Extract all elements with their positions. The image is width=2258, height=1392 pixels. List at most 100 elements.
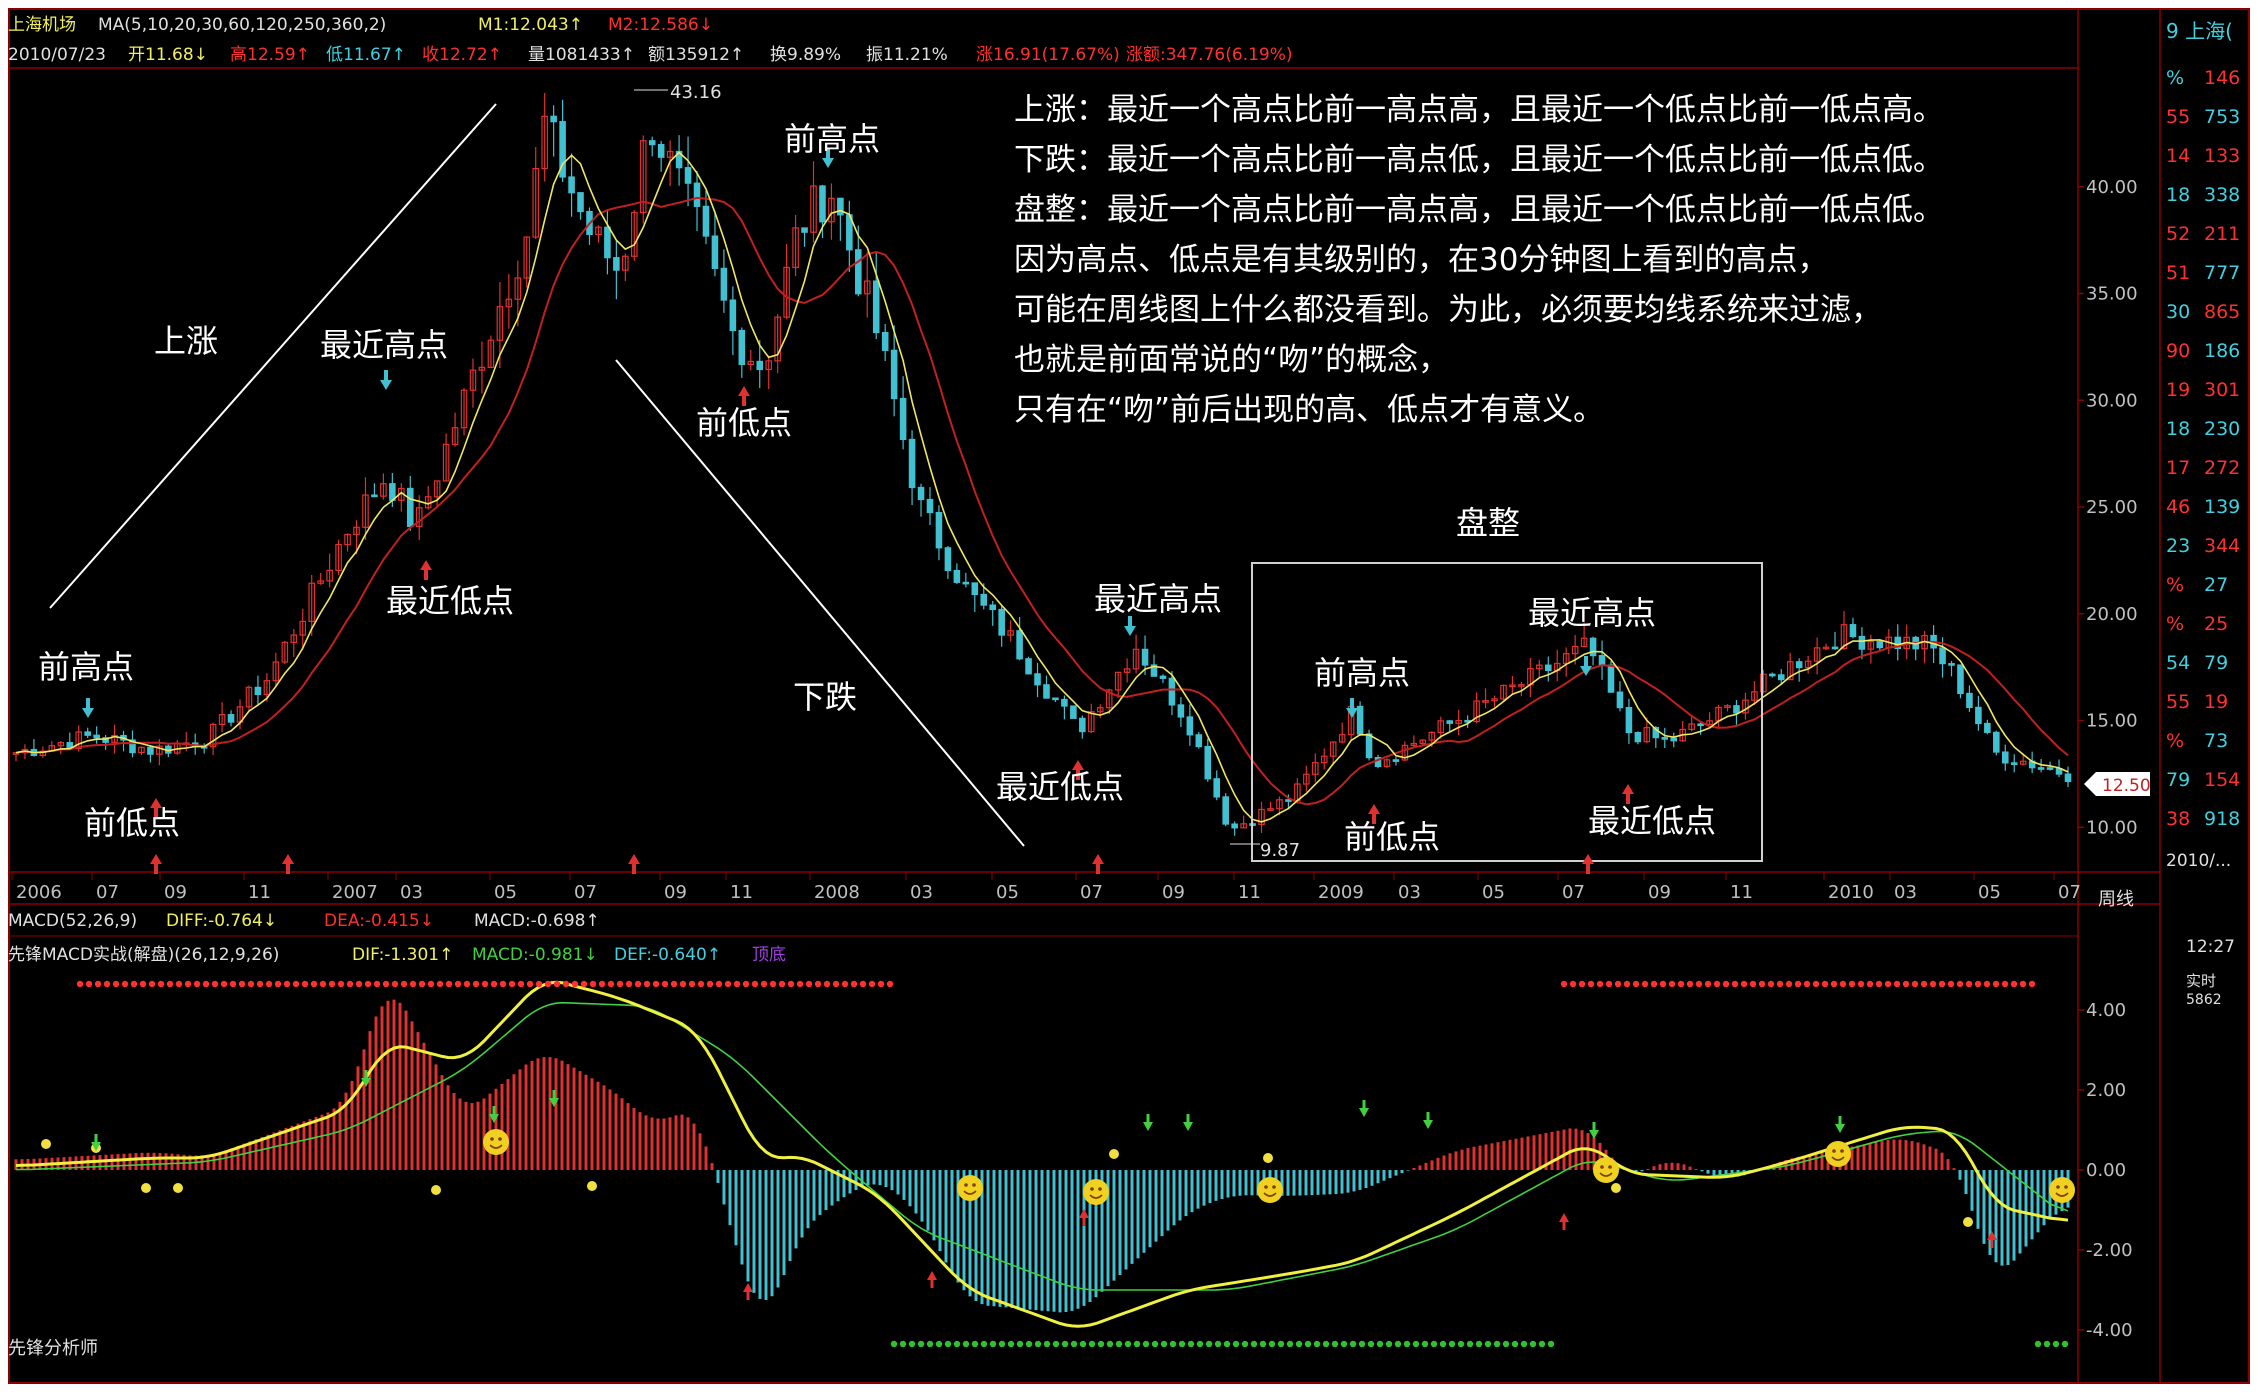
candle-up — [828, 197, 835, 223]
top-signal-dot — [661, 980, 669, 988]
candle-down — [1993, 731, 2000, 753]
candle-up — [1114, 671, 1122, 691]
candle-down — [1034, 673, 1041, 686]
candle-up — [1840, 624, 1848, 650]
candle-up — [1688, 723, 1695, 731]
candle-down — [837, 197, 844, 216]
candle-up — [1473, 700, 1480, 723]
candle-up — [1491, 698, 1498, 702]
macd-down-arrow — [1835, 1116, 1845, 1133]
bottom-signal-dot — [1196, 1340, 1204, 1348]
candle-up — [630, 212, 638, 257]
candle-up — [415, 507, 423, 527]
top-signal-dot — [130, 980, 138, 988]
ma-slow-line — [15, 196, 2069, 806]
bottom-signal-dot — [1016, 1340, 1024, 1348]
candle-up — [1329, 741, 1337, 757]
candle-down — [1858, 635, 1866, 650]
top-signal-dot — [715, 980, 723, 988]
right-panel-key: 23 — [2166, 535, 2190, 557]
top-signal-dot — [679, 980, 687, 988]
top-signal-dot — [508, 980, 516, 988]
candle-up — [326, 569, 333, 582]
right-panel-key: 52 — [2166, 223, 2190, 245]
macd-up-arrow — [1559, 1213, 1569, 1230]
top-signal-dot — [625, 980, 633, 988]
macd-diff: DIFF:-0.764↓ — [166, 911, 277, 931]
top-signal-dot — [517, 980, 525, 988]
yellow-signal-dot — [431, 1185, 441, 1195]
candle-up — [523, 236, 531, 279]
top-signal-dot — [1641, 980, 1649, 988]
right-panel-value: 25 — [2204, 613, 2228, 635]
top-signal-dot — [670, 980, 678, 988]
candle-down — [1392, 759, 1400, 762]
header-close: 收12.72↑ — [422, 45, 502, 65]
high-marker-label: 43.16 — [670, 82, 722, 103]
header-date: 2010/07/23 — [8, 45, 106, 65]
yellow-signal-dot — [587, 1181, 597, 1191]
candle-down — [1168, 677, 1176, 706]
time-tick-label: 2008 — [814, 882, 860, 903]
candle-up — [1786, 661, 1794, 681]
time-tick-label: 09 — [1162, 882, 1185, 903]
candle-down — [604, 226, 611, 259]
header-low: 低11.67↑ — [326, 45, 406, 65]
candle-up — [2019, 760, 2027, 765]
macd-down-arrow — [1183, 1114, 1193, 1131]
candle-up — [622, 255, 629, 271]
top-signal-dot — [1974, 980, 1982, 988]
right-panel-key: 79 — [2166, 769, 2190, 791]
top-signal-dot — [814, 980, 822, 988]
label-recent-high-2: 最近高点 — [1094, 580, 1222, 618]
candle-down — [1795, 661, 1803, 669]
macd-up-arrow — [1987, 1231, 1997, 1248]
right-panel-key: 38 — [2166, 808, 2190, 830]
candle-up — [863, 280, 871, 295]
candle-down — [1446, 720, 1453, 724]
top-signal-dot — [1929, 980, 1937, 988]
label-prev-high-3: 前高点 — [1314, 654, 1410, 692]
right-panel-value: 753 — [2204, 106, 2240, 128]
top-signal-dot — [868, 980, 876, 988]
top-signal-dot — [697, 980, 705, 988]
candle-down — [1150, 664, 1158, 677]
top-signal-dot — [1830, 980, 1838, 988]
candle-up — [451, 427, 459, 445]
candle-up — [209, 723, 217, 748]
macd-arrows — [91, 1070, 1997, 1300]
bottom-signal-dot — [1331, 1340, 1339, 1348]
bottom-signal-dot — [1223, 1340, 1231, 1348]
top-signal-dot — [1992, 980, 2000, 988]
macd-label: MACD(52,26,9) — [8, 911, 137, 931]
candle-up — [595, 226, 602, 236]
candle-down — [702, 205, 710, 237]
smiley-icon — [2049, 1177, 2075, 1203]
candle-up — [810, 185, 817, 233]
bottom-signal-dot — [971, 1340, 979, 1348]
candle-down — [1849, 624, 1857, 638]
bottom-signal-dot — [944, 1340, 952, 1348]
header: 上海机场 MA(5,10,20,30,60,120,250,360,2) M1:… — [8, 15, 1292, 65]
top-signal-dot — [76, 980, 84, 988]
candle-down — [989, 604, 997, 611]
period-label: 周线 — [2098, 889, 2134, 910]
candle-down — [1661, 737, 1669, 740]
candle-down — [1939, 647, 1946, 665]
top-signal-dot — [436, 980, 444, 988]
top-signal-dot — [787, 980, 795, 988]
candle-down — [801, 227, 808, 233]
time-tick-label: 07 — [2058, 882, 2081, 903]
top-signal-dot — [688, 980, 696, 988]
candle-down — [1141, 648, 1149, 666]
candle-up — [1482, 700, 1489, 703]
candle-down — [1544, 664, 1552, 672]
bottom-signal-dot — [2043, 1340, 2051, 1348]
top-signal-dot — [769, 980, 777, 988]
right-panel: 9 上海( % 146 55 753 14 133 18 338 52 211 51 777 30 865… — [2166, 19, 2240, 1008]
bottom-signal-dot — [1259, 1340, 1267, 1348]
label-fall: 下跌 — [793, 678, 857, 716]
candle-up — [1258, 808, 1265, 825]
bottom-signal-dot — [1169, 1340, 1177, 1348]
time-tick-label: 11 — [248, 882, 271, 903]
